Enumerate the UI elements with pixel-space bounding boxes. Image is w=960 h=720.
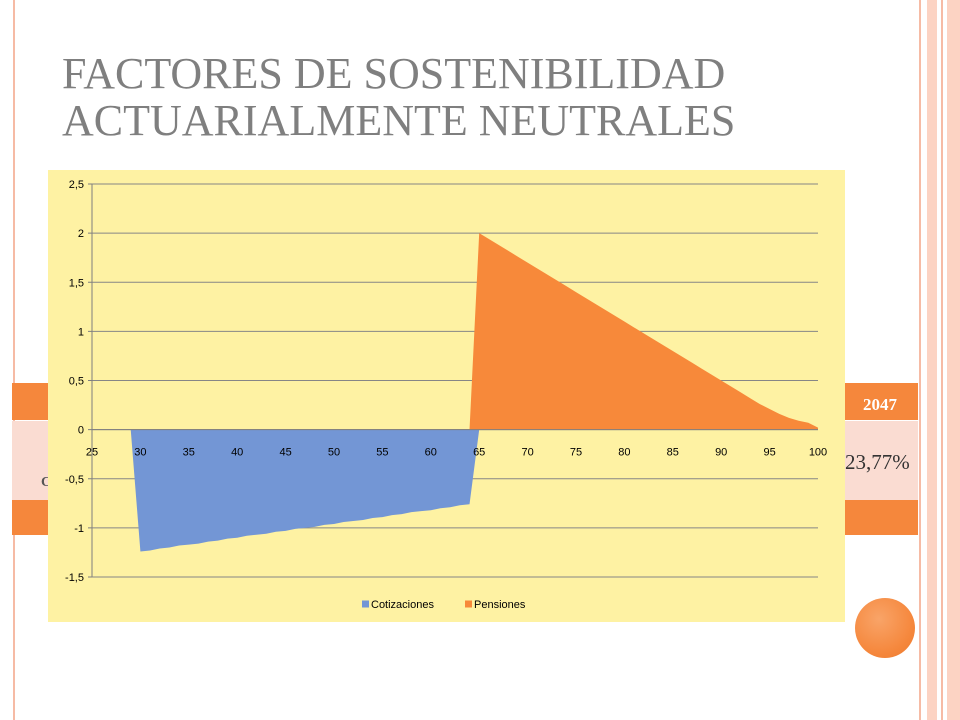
table-row-label: C (41, 475, 52, 490)
x-tick-label: 45 (279, 447, 291, 459)
x-tick-label: 80 (618, 447, 630, 459)
x-tick-label: 60 (425, 447, 437, 459)
y-tick-label: 1 (78, 326, 84, 338)
left-border-line (13, 0, 15, 720)
y-tick-label: 0,5 (69, 376, 84, 388)
x-tick-label: 30 (134, 447, 146, 459)
y-tick-label: 0 (78, 425, 84, 437)
legend-swatch-cotizaciones (362, 600, 369, 608)
axes (88, 183, 818, 578)
decorative-circle (855, 598, 915, 658)
legend-item-pensiones: Pensiones (465, 599, 526, 611)
right-decorative-stripe (947, 0, 960, 720)
x-tick-label: 65 (473, 447, 485, 459)
x-axis-labels: 25 30 35 40 45 50 55 60 65 70 75 80 85 90 95 100 (86, 447, 827, 459)
x-tick-label: 50 (328, 447, 340, 459)
x-tick-label: 55 (376, 447, 388, 459)
y-tick-label: -1,5 (65, 572, 84, 584)
slide-title-line: FACTORES DE SOSTENIBILIDAD (62, 49, 726, 98)
legend-label-pensiones: Pensiones (474, 599, 526, 611)
y-tick-label: -0,5 (65, 474, 84, 486)
table-header-year: 2047 (863, 395, 897, 414)
table-row-value: 23,77% (845, 450, 910, 474)
series-areas (92, 233, 818, 552)
x-tick-label: 95 (763, 447, 775, 459)
slide-title-line: ACTUARIALMENTE NEUTRALES (62, 96, 736, 145)
y-tick-label: -1 (74, 523, 84, 535)
legend: Cotizaciones Pensiones (362, 599, 526, 611)
y-tick-label: 2 (78, 228, 84, 240)
x-tick-label: 35 (183, 447, 195, 459)
area-series-cotizaciones (92, 429, 818, 552)
area-series-pensiones (92, 233, 818, 430)
x-tick-label: 25 (86, 447, 98, 459)
x-tick-label: 90 (715, 447, 727, 459)
y-axis-labels: 2,5 2 1,5 1 0,5 0 -0,5 -1 -1,5 (65, 179, 84, 584)
chart-canvas: 2,5 2 1,5 1 0,5 0 -0,5 -1 -1,5 25 30 35 40 45 50 55 60 6… (65, 179, 827, 611)
right-decorative-stripe (941, 0, 943, 720)
area-chart: 2,5 2 1,5 1 0,5 0 -0,5 -1 -1,5 25 30 35 40 45 50 55 60 6… (48, 170, 845, 622)
legend-label-cotizaciones: Cotizaciones (371, 599, 434, 611)
legend-item-cotizaciones: Cotizaciones (362, 599, 434, 611)
x-tick-label: 100 (809, 447, 827, 459)
x-tick-label: 75 (570, 447, 582, 459)
x-tick-label: 70 (521, 447, 533, 459)
x-tick-label: 40 (231, 447, 243, 459)
slide-title: FACTORES DE SOSTENIBILIDAD ACTUARIALMENT… (62, 50, 735, 144)
right-decorative-stripe (927, 0, 937, 720)
y-tick-label: 1,5 (69, 277, 84, 289)
legend-swatch-pensiones (465, 600, 472, 608)
y-tick-label: 2,5 (69, 179, 84, 191)
right-decorative-stripe (919, 0, 921, 720)
x-tick-label: 85 (667, 447, 679, 459)
